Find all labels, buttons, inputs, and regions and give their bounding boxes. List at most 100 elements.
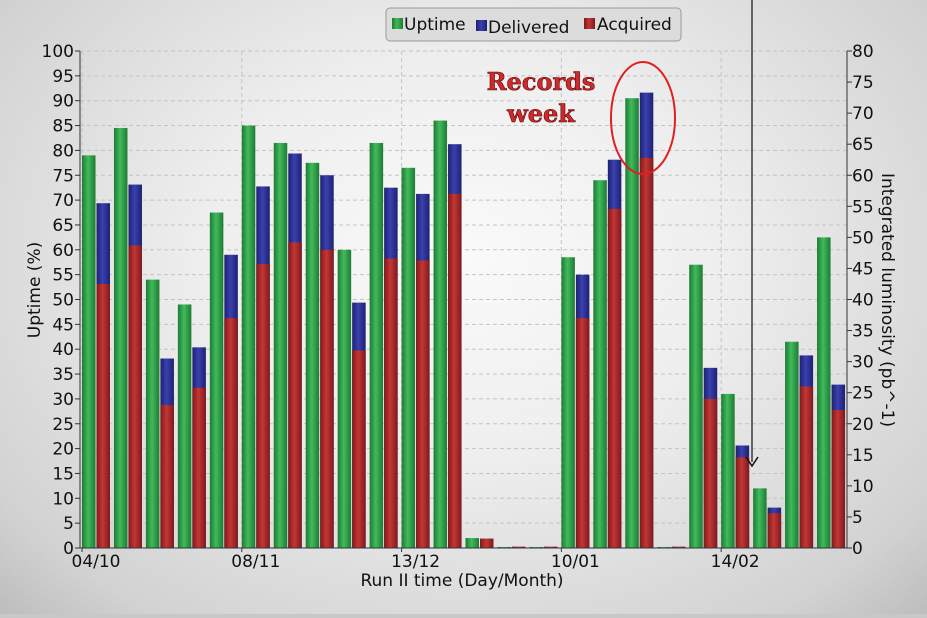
left-axis-tick-label: 10 xyxy=(52,489,74,509)
acquired-bar xyxy=(448,193,462,548)
x-axis-tick-label: 14/02 xyxy=(711,552,760,572)
annotation-records: Records xyxy=(487,67,596,96)
x-axis-title: Run II time (Day/Month) xyxy=(360,571,563,591)
right-axis-tick-label: 10 xyxy=(852,477,874,497)
uptime-bar xyxy=(689,264,703,548)
acquired-bar xyxy=(320,249,334,549)
left-axis-tick-label: 90 xyxy=(52,92,74,112)
left-axis-tick-label: 100 xyxy=(42,42,74,62)
uptime-bar xyxy=(337,249,352,549)
right-axis-tick-label: 50 xyxy=(852,228,874,248)
uptime-bar xyxy=(273,142,288,548)
right-axis-tick-label: 75 xyxy=(852,73,874,93)
right-axis-tick-label: 55 xyxy=(852,197,874,217)
right-axis-tick-label: 80 xyxy=(852,42,874,62)
legend-swatch-delivered xyxy=(476,20,487,31)
bars-group xyxy=(82,92,846,549)
acquired-bar xyxy=(224,318,238,548)
left-axis-tick-label: 45 xyxy=(52,315,74,335)
right-axis-tick-label: 25 xyxy=(852,384,874,404)
uptime-bar xyxy=(401,167,416,549)
uptime-bar xyxy=(82,155,96,548)
left-axis-tick-labels: 0 5 10 15 20 25 30 35 40 45 50 55 60 65 70 75 80 85 90 95 10… xyxy=(42,42,74,559)
uptime-bar xyxy=(593,180,607,548)
left-axis-tick-label: 70 xyxy=(52,191,74,211)
y-axis-title: Uptime (%) xyxy=(25,242,45,338)
right-axis-tick-label: 15 xyxy=(852,446,874,466)
right-axis-tick-label: 30 xyxy=(852,353,874,373)
acquired-bar xyxy=(352,350,366,548)
uptime-bar xyxy=(369,142,384,548)
x-axis-tick-label: 13/12 xyxy=(391,552,440,572)
x-axis-tick-label: 04/10 xyxy=(72,552,121,572)
right-axis-tick-label: 35 xyxy=(852,322,874,342)
axes-group xyxy=(75,50,852,552)
acquired-bar xyxy=(96,283,110,548)
left-axis-tick-label: 0 xyxy=(63,539,74,559)
x-axis-tick-label: 08/11 xyxy=(231,552,280,572)
uptime-bar xyxy=(561,257,575,548)
left-axis-tick-label: 15 xyxy=(52,464,74,484)
uptime-bar xyxy=(113,128,128,548)
uptime-bar xyxy=(241,125,256,549)
uptime-bar xyxy=(817,237,831,548)
legend-box xyxy=(385,7,682,42)
acquired-bar xyxy=(799,386,814,548)
right-axis-tick-label: 20 xyxy=(852,415,874,435)
left-axis-tick-label: 50 xyxy=(52,291,74,311)
left-axis-tick-label: 85 xyxy=(52,117,74,137)
acquired-bar xyxy=(511,546,526,548)
acquired-bar xyxy=(735,457,750,548)
legend-label-acquired: Acquired xyxy=(597,15,672,35)
left-axis-tick-label: 60 xyxy=(52,241,74,261)
legend-label-uptime: Uptime xyxy=(404,15,466,35)
left-axis-tick-label: 35 xyxy=(52,365,74,385)
acquired-bar xyxy=(639,157,654,549)
left-axis-tick-label: 65 xyxy=(52,216,74,236)
uptime-bar xyxy=(305,162,320,548)
pointer-arrow xyxy=(745,0,759,468)
right-axis-tick-label: 40 xyxy=(852,291,874,311)
x-axis-tick-label: 10/01 xyxy=(551,552,600,572)
pointer-arrow-head xyxy=(745,456,759,468)
grid-lines xyxy=(80,50,847,549)
acquired-bar xyxy=(416,260,430,548)
left-axis-tick-label: 20 xyxy=(52,440,74,460)
right-axis-tick-label: 45 xyxy=(852,259,874,279)
left-axis-tick-label: 40 xyxy=(52,340,74,360)
uptime-bar xyxy=(145,279,160,548)
left-axis-tick-label: 25 xyxy=(52,415,74,435)
left-axis-tick-label: 55 xyxy=(52,266,74,286)
uptime-bar xyxy=(177,304,192,548)
uptime-bar xyxy=(465,538,479,548)
uptime-bar xyxy=(433,120,448,548)
acquired-bar xyxy=(480,538,494,548)
right-axis-tick-label: 70 xyxy=(852,104,874,124)
right-axis-tick-label: 60 xyxy=(852,166,874,186)
acquired-bar xyxy=(384,258,398,548)
x-axis-tick-labels: 04/10 08/11 13/12 10/01 14/02 xyxy=(72,552,760,572)
legend: Uptime Delivered Acquired xyxy=(385,7,682,42)
acquired-bar xyxy=(256,264,270,548)
left-axis-tick-label: 75 xyxy=(52,166,74,186)
uptime-bar xyxy=(625,98,639,548)
uptime-bar xyxy=(785,341,799,548)
legend-swatch-uptime xyxy=(392,18,403,29)
right-axis-tick-label: 65 xyxy=(852,135,874,155)
left-axis-tick-label: 95 xyxy=(52,67,74,87)
legend-label-delivered: Delivered xyxy=(488,18,569,38)
acquired-bar xyxy=(128,245,142,549)
acquired-bar xyxy=(831,410,846,548)
uptime-bar xyxy=(753,488,767,548)
left-axis-tick-label: 5 xyxy=(63,514,74,534)
right-axis-tick-labels: 0 5 10 15 20 25 30 35 40 45 50 55 60 65 70 75 80 xyxy=(852,42,874,559)
acquired-bar xyxy=(607,208,622,549)
left-axis-tick-label: 30 xyxy=(52,390,74,410)
acquired-bar xyxy=(192,387,206,548)
acquired-bar xyxy=(160,405,174,548)
y2-axis-title: Integrated luminosity (pb^-1) xyxy=(877,173,897,427)
legend-swatch-acquired xyxy=(584,18,595,29)
acquired-bar xyxy=(767,513,782,548)
